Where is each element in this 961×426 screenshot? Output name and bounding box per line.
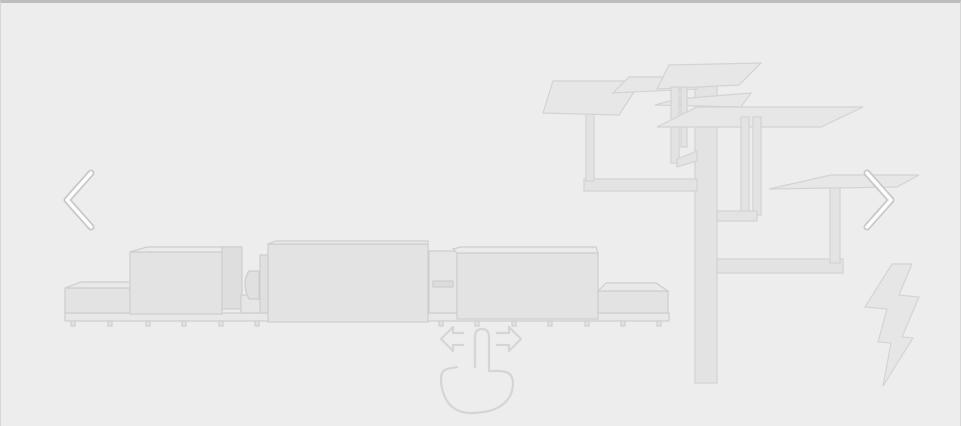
chevron-left-icon (63, 169, 95, 231)
lightning-bolt-icon (863, 263, 920, 387)
solar-structure-illustration (542, 62, 920, 384)
chevron-right-icon (863, 169, 895, 231)
product-scene (64, 62, 920, 415)
previous-button[interactable] (59, 169, 99, 231)
swipe-gesture-icon (439, 325, 523, 415)
next-button[interactable] (859, 169, 899, 231)
printing-machine-illustration (64, 240, 670, 327)
